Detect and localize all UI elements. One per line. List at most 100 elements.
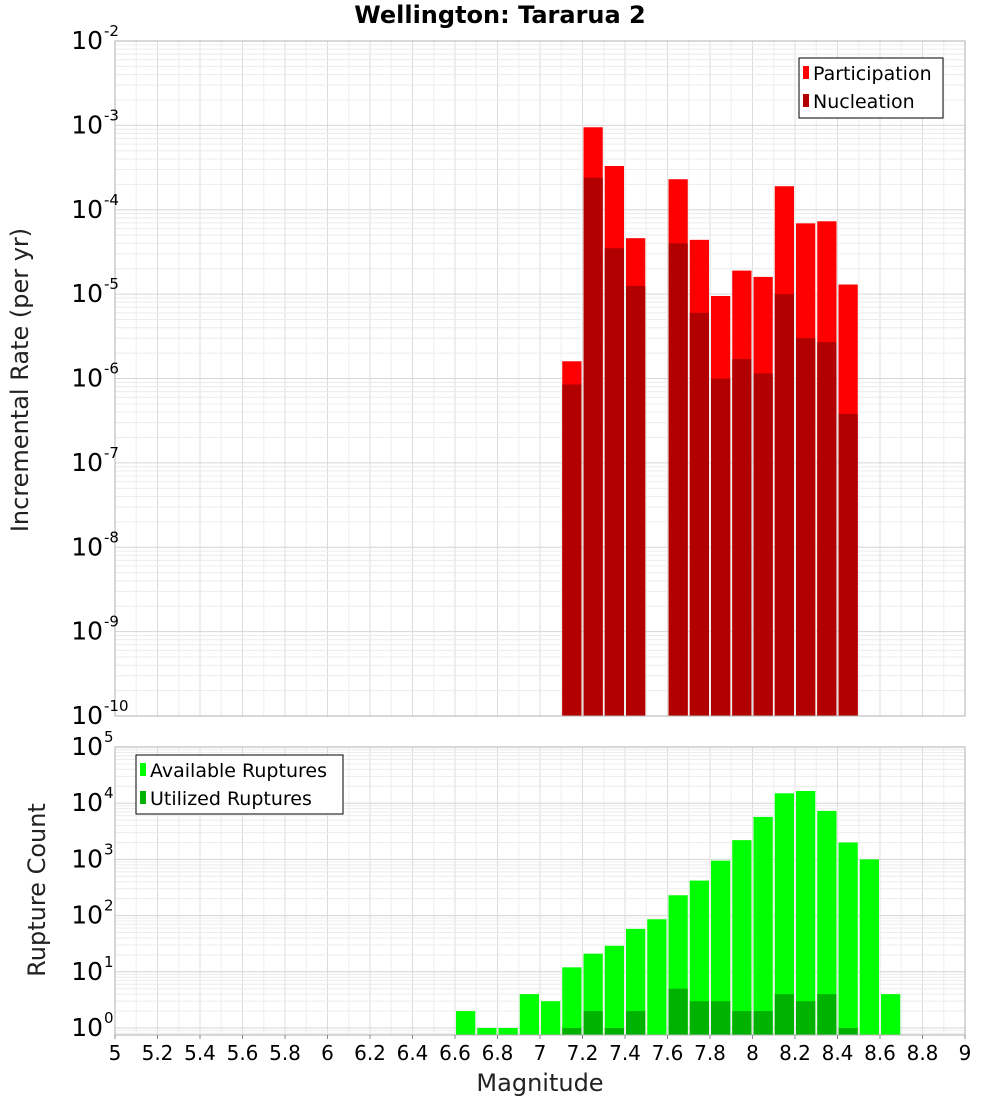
x-tick-label: 7.4 (609, 1041, 641, 1065)
bar-available-ruptures (796, 790, 816, 1035)
x-tick-label: 6 (321, 1041, 334, 1065)
y-tick-label: 10 (71, 844, 103, 873)
bottom-y-axis-label: Rupture Count (23, 803, 51, 977)
bar-available-ruptures (519, 994, 539, 1035)
x-tick-label: 5 (109, 1041, 122, 1065)
bar-available-ruptures (477, 1027, 497, 1035)
bar-available-ruptures (562, 967, 582, 1035)
legend-label-nucleation: Nucleation (813, 91, 915, 113)
x-tick-label: 7 (534, 1041, 547, 1065)
y-tick-exponent: -9 (104, 613, 119, 631)
y-tick-exponent: -6 (104, 360, 119, 378)
legend-label-utilized-ruptures: Utilized Ruptures (150, 788, 312, 810)
bar-utilized-ruptures (732, 1011, 752, 1035)
y-tick-label: 10 (71, 448, 103, 477)
bar-nucleation (689, 312, 709, 716)
bar-available-ruptures (711, 860, 731, 1035)
bar-available-ruptures (604, 945, 624, 1035)
y-tick-label: 10 (71, 957, 103, 986)
y-tick-exponent: -10 (104, 697, 129, 715)
y-tick-exponent: -4 (104, 191, 119, 209)
y-tick-exponent: 3 (104, 840, 114, 858)
y-tick-label: 10 (71, 901, 103, 930)
y-tick-exponent: -7 (104, 444, 119, 462)
x-tick-label: 5.2 (142, 1041, 174, 1065)
bar-utilized-ruptures (626, 1011, 646, 1035)
bar-utilized-ruptures (689, 1001, 709, 1035)
bar-utilized-ruptures (604, 1027, 624, 1035)
x-tick-label: 8.6 (864, 1041, 896, 1065)
bar-nucleation (562, 384, 582, 716)
bar-available-ruptures (774, 793, 794, 1035)
bar-nucleation (774, 294, 794, 716)
y-tick-label: 10 (71, 195, 103, 224)
top-y-axis-label: Incremental Rate (per yr) (6, 228, 34, 532)
bar-available-ruptures (541, 1001, 561, 1035)
bar-utilized-ruptures (711, 1001, 731, 1035)
bar-utilized-ruptures (774, 994, 794, 1035)
x-tick-label: 6.6 (439, 1041, 471, 1065)
y-tick-label: 10 (71, 532, 103, 561)
legend-label-available-ruptures: Available Ruptures (150, 760, 327, 782)
x-tick-label: 5.6 (227, 1041, 259, 1065)
bar-utilized-ruptures (838, 1027, 858, 1035)
bar-nucleation (838, 413, 858, 716)
bar-nucleation (711, 378, 731, 716)
y-tick-exponent: 5 (104, 728, 114, 746)
y-tick-label: 10 (71, 26, 103, 55)
x-tick-label: 6.2 (354, 1041, 386, 1065)
bar-nucleation (817, 342, 837, 716)
y-tick-label: 10 (71, 701, 103, 730)
y-tick-label: 10 (71, 788, 103, 817)
y-tick-exponent: 1 (104, 953, 114, 971)
y-tick-label: 10 (71, 364, 103, 393)
y-tick-exponent: -3 (104, 106, 119, 124)
top-legend-box (798, 57, 944, 119)
legend-swatch-available-ruptures (140, 763, 146, 776)
bar-utilized-ruptures (562, 1027, 582, 1035)
x-tick-label: 7.6 (652, 1041, 684, 1065)
x-tick-label: 8 (746, 1041, 759, 1065)
bar-utilized-ruptures (583, 1011, 603, 1035)
top-plot-bars (562, 127, 858, 717)
bar-available-ruptures (732, 840, 752, 1035)
bottom-plot-bars (456, 790, 901, 1035)
legend-swatch-nucleation (803, 94, 809, 107)
x-tick-label: 5.8 (269, 1041, 301, 1065)
x-tick-label: 6.4 (397, 1041, 429, 1065)
y-tick-exponent: 2 (104, 897, 114, 915)
y-tick-exponent: -5 (104, 275, 119, 293)
y-tick-label: 10 (71, 732, 103, 761)
y-tick-exponent: 0 (104, 1009, 114, 1027)
bar-utilized-ruptures (796, 1001, 816, 1035)
y-tick-label: 10 (71, 279, 103, 308)
x-tick-label: 5.4 (184, 1041, 216, 1065)
legend-swatch-participation (803, 66, 809, 79)
y-tick-exponent: -2 (104, 22, 119, 40)
x-tick-label: 7.8 (694, 1041, 726, 1065)
bar-nucleation (668, 243, 688, 717)
y-tick-label: 10 (71, 617, 103, 646)
y-tick-label: 10 (71, 110, 103, 139)
y-tick-label: 10 (71, 1013, 103, 1042)
bar-utilized-ruptures (817, 994, 837, 1035)
top-plot-gridlines (114, 40, 966, 717)
bar-nucleation (753, 373, 773, 716)
x-axis-label: Magnitude (476, 1069, 603, 1097)
bar-available-ruptures (753, 816, 773, 1035)
y-tick-exponent: 4 (104, 784, 114, 802)
bar-available-ruptures (498, 1027, 518, 1035)
bar-available-ruptures (647, 919, 667, 1035)
bar-available-ruptures (817, 810, 837, 1035)
bar-utilized-ruptures (668, 988, 688, 1035)
x-tick-label: 8.8 (907, 1041, 939, 1065)
legend-swatch-utilized-ruptures (140, 791, 146, 804)
bar-nucleation (732, 359, 752, 716)
y-tick-exponent: -8 (104, 528, 119, 546)
bar-nucleation (604, 248, 624, 717)
legend-label-participation: Participation (813, 63, 932, 85)
bar-available-ruptures (689, 880, 709, 1035)
bar-available-ruptures (838, 842, 858, 1035)
